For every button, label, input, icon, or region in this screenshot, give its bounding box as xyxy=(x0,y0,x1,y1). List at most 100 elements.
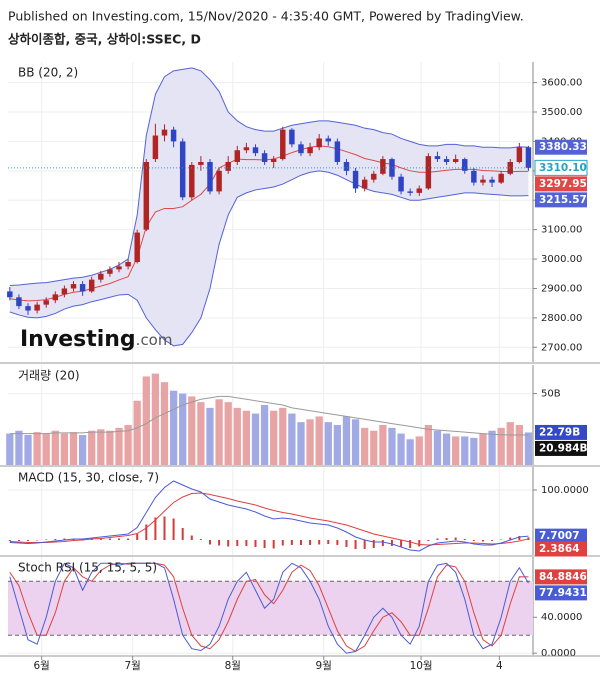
histogram-bar xyxy=(172,518,175,540)
histogram-bar xyxy=(163,516,166,540)
volume-bar xyxy=(270,410,278,465)
candle-body xyxy=(170,129,177,142)
candle-body xyxy=(207,162,213,192)
volume-bar xyxy=(242,410,251,465)
histogram-bar xyxy=(445,538,448,540)
volume-bar xyxy=(506,422,514,465)
candle-body xyxy=(316,138,322,148)
histogram-bar xyxy=(309,540,312,545)
volume-bar xyxy=(288,413,296,465)
volume-bar xyxy=(260,405,269,465)
volume-bar xyxy=(115,427,123,465)
signal-line xyxy=(9,492,529,546)
candle-body xyxy=(143,162,150,230)
price-tag-label: 3310.10 xyxy=(539,162,587,174)
histogram-bar xyxy=(427,540,430,541)
volume-bar xyxy=(361,427,369,465)
histogram-bar xyxy=(254,540,257,547)
histogram-bar xyxy=(127,538,130,540)
histogram-bar xyxy=(27,540,30,541)
volume-bar xyxy=(397,433,405,465)
watermark-suffix: .com xyxy=(136,331,173,349)
published-line: Published on Investing.com, 15/Nov/2020 … xyxy=(8,9,524,24)
volume-bar xyxy=(88,430,96,465)
histogram-bar xyxy=(318,540,321,545)
price-tag-label: 84.8846 xyxy=(539,571,587,583)
candle-body xyxy=(298,144,304,154)
histogram-bar xyxy=(63,538,66,540)
candle-body xyxy=(425,156,432,189)
histogram-bar xyxy=(454,537,457,540)
candle-body xyxy=(179,141,186,198)
candle-body xyxy=(361,179,368,189)
histogram-bar xyxy=(263,540,266,548)
x-tick-label: 7월 xyxy=(124,660,140,672)
candle-body xyxy=(352,170,359,189)
candle-body xyxy=(43,300,49,305)
price-tag-label: 3215.57 xyxy=(539,194,587,206)
volume-bar xyxy=(24,435,32,465)
volume-bar xyxy=(461,436,469,465)
price-tag-label: 7.7007 xyxy=(539,530,580,542)
volume-bar xyxy=(515,425,523,465)
histogram-bar xyxy=(236,540,239,546)
volume-bar xyxy=(233,407,241,465)
price-tag-label: 3297.95 xyxy=(539,178,587,190)
y-tick-label: 3600.00 xyxy=(541,78,582,89)
candle-body xyxy=(88,279,95,292)
candle-body xyxy=(389,159,395,177)
volume-bar xyxy=(33,432,41,465)
macd-line xyxy=(9,480,529,552)
price-tag xyxy=(535,176,587,192)
candle-body xyxy=(343,162,350,171)
volume-bar xyxy=(297,422,305,465)
histogram-bar xyxy=(281,540,284,546)
x-tick-label: 4 xyxy=(496,660,503,672)
y-tick-label: 3000.00 xyxy=(541,254,582,265)
volume-bar xyxy=(142,376,150,465)
panel-title: 거래량 (20) xyxy=(18,369,80,383)
volume-bar xyxy=(306,419,314,465)
histogram-bar xyxy=(45,539,48,540)
panel-title: BB (20, 2) xyxy=(18,66,78,80)
candle-body xyxy=(480,179,486,183)
volume-bar xyxy=(169,390,178,465)
volume-bar xyxy=(379,425,387,465)
histogram-bar xyxy=(409,540,412,548)
histogram-bar xyxy=(363,540,366,549)
price-tag xyxy=(535,585,587,601)
candle-body xyxy=(34,304,40,311)
volume-bar xyxy=(324,422,332,465)
histogram-bar xyxy=(54,539,57,540)
histogram-bar xyxy=(227,540,230,547)
volume-bar xyxy=(106,430,114,465)
y-tick-label: 40.0000 xyxy=(541,612,582,623)
candle-body xyxy=(270,159,277,162)
band-fill xyxy=(8,581,533,636)
candle-body xyxy=(189,164,195,198)
volume-bar xyxy=(224,402,232,465)
d-line xyxy=(9,562,529,652)
histogram-bar xyxy=(299,540,302,545)
candle-body xyxy=(243,147,250,151)
candle-body xyxy=(116,266,122,270)
candle-body xyxy=(16,297,22,307)
histogram-bar xyxy=(190,535,193,540)
symbol-line: 상하이종합, 중국, 상하이:SSEC, D xyxy=(8,32,201,47)
x-tick-label: 9월 xyxy=(316,660,332,672)
histogram-bar xyxy=(509,537,512,540)
price-tag-label: 20.984B xyxy=(539,442,588,454)
volume-bar xyxy=(197,402,205,465)
volume-bar xyxy=(251,413,260,465)
histogram-bar xyxy=(181,528,184,540)
volume-bar xyxy=(470,437,478,465)
candle-body xyxy=(325,138,332,142)
histogram-bar xyxy=(218,540,221,546)
panel-title: Stoch RSI (15, 15, 5, 5) xyxy=(18,561,157,575)
y-tick-label: 3100.00 xyxy=(541,225,582,236)
candle-body xyxy=(252,147,259,154)
histogram-bar xyxy=(345,540,348,547)
volume-bar xyxy=(388,427,396,465)
volume-bar xyxy=(424,425,433,465)
